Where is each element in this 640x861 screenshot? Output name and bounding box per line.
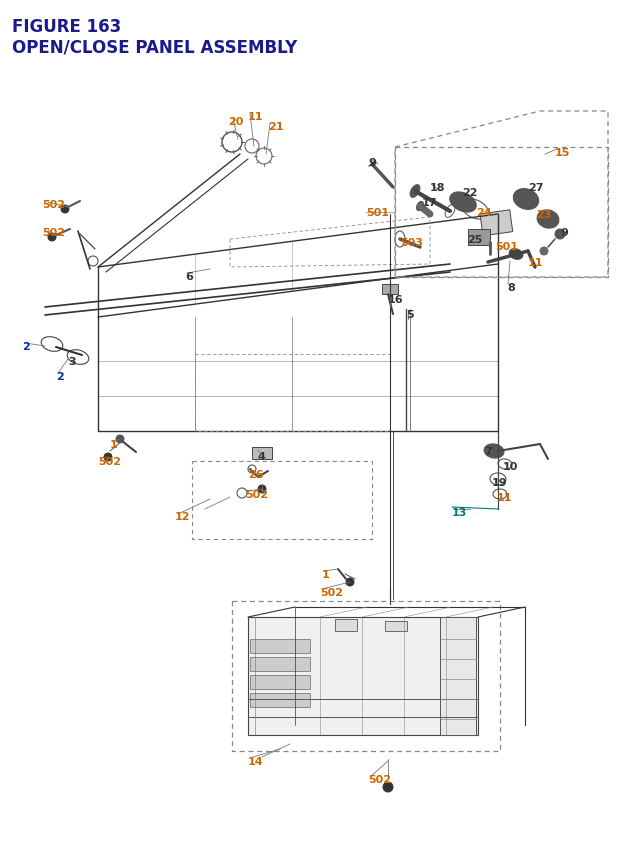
Text: 13: 13 <box>452 507 467 517</box>
Text: 502: 502 <box>368 774 391 784</box>
Text: 9: 9 <box>368 158 376 168</box>
Text: 18: 18 <box>430 183 445 193</box>
Text: 19: 19 <box>492 478 508 487</box>
Ellipse shape <box>450 193 476 213</box>
Text: 503: 503 <box>400 238 423 248</box>
Text: 24: 24 <box>476 208 492 218</box>
Bar <box>335 619 357 631</box>
Text: 502: 502 <box>42 228 65 238</box>
Text: 15: 15 <box>555 148 570 158</box>
Text: 7: 7 <box>484 447 492 456</box>
Text: 21: 21 <box>268 122 284 132</box>
Text: 16: 16 <box>388 294 404 305</box>
Bar <box>250 639 310 653</box>
Bar <box>382 285 398 294</box>
Circle shape <box>104 454 112 461</box>
Ellipse shape <box>410 185 420 198</box>
Circle shape <box>540 248 548 256</box>
Bar <box>250 693 310 707</box>
Ellipse shape <box>484 444 504 459</box>
Text: 6: 6 <box>185 272 193 282</box>
Text: 501: 501 <box>366 208 389 218</box>
Text: 9: 9 <box>560 228 568 238</box>
Text: 2: 2 <box>22 342 29 351</box>
Circle shape <box>258 486 266 493</box>
Text: 26: 26 <box>248 469 264 480</box>
Text: 3: 3 <box>68 356 76 367</box>
Bar <box>468 230 490 245</box>
Text: 4: 4 <box>258 451 266 461</box>
Ellipse shape <box>513 189 539 210</box>
Text: 10: 10 <box>503 461 518 472</box>
Text: 8: 8 <box>507 282 515 293</box>
Text: 12: 12 <box>175 511 191 522</box>
Bar <box>250 675 310 689</box>
Ellipse shape <box>509 250 523 260</box>
Text: 502: 502 <box>320 587 343 598</box>
Circle shape <box>383 782 393 792</box>
Text: 22: 22 <box>462 188 477 198</box>
Text: 1: 1 <box>322 569 330 579</box>
Text: 5: 5 <box>406 310 413 319</box>
Circle shape <box>346 579 354 586</box>
Text: 502: 502 <box>98 456 121 467</box>
Text: 23: 23 <box>536 210 552 220</box>
Ellipse shape <box>417 202 424 212</box>
Text: 17: 17 <box>422 198 438 208</box>
Text: 20: 20 <box>228 117 243 127</box>
Text: 11: 11 <box>497 492 513 503</box>
Bar <box>480 211 513 237</box>
Text: FIGURE 163: FIGURE 163 <box>12 18 121 36</box>
Text: 14: 14 <box>248 756 264 766</box>
Text: 502: 502 <box>245 489 268 499</box>
Text: OPEN/CLOSE PANEL ASSEMBLY: OPEN/CLOSE PANEL ASSEMBLY <box>12 38 297 56</box>
Circle shape <box>48 233 56 242</box>
Bar <box>252 448 272 460</box>
Circle shape <box>116 436 124 443</box>
Text: 1: 1 <box>110 439 118 449</box>
Ellipse shape <box>537 211 559 229</box>
Circle shape <box>61 206 69 214</box>
Bar <box>248 617 478 735</box>
Text: 2: 2 <box>56 372 64 381</box>
Bar <box>250 657 310 672</box>
Text: 11: 11 <box>248 112 264 122</box>
Text: 502: 502 <box>42 200 65 210</box>
Text: 25: 25 <box>467 235 483 245</box>
Circle shape <box>555 230 565 239</box>
Text: 11: 11 <box>528 257 543 268</box>
Text: 27: 27 <box>528 183 543 193</box>
Bar <box>440 617 476 735</box>
Bar <box>385 622 407 631</box>
Text: 501: 501 <box>495 242 518 251</box>
